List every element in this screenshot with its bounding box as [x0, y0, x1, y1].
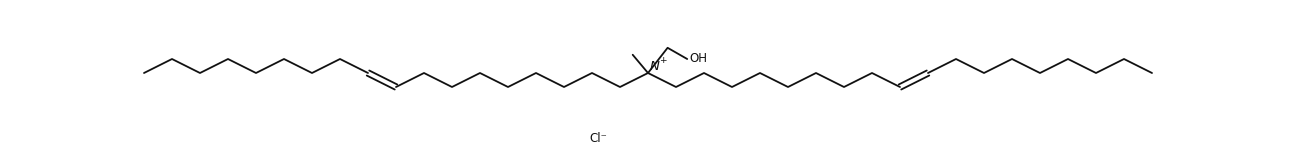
Text: N: N: [650, 60, 660, 72]
Text: +: +: [659, 56, 667, 65]
Text: Cl⁻: Cl⁻: [589, 133, 607, 146]
Text: OH: OH: [689, 52, 707, 65]
